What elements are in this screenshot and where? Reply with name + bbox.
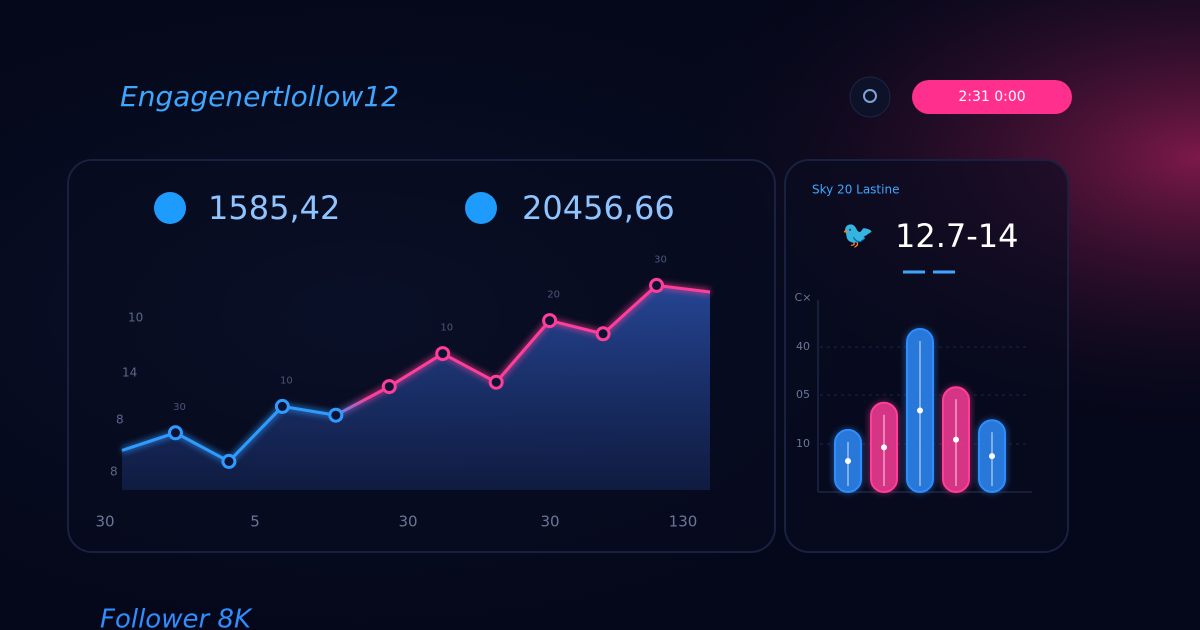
- point: [328, 407, 344, 423]
- point: [595, 326, 611, 342]
- point: [542, 313, 558, 329]
- stat-icon: [154, 192, 186, 224]
- line: [121, 283, 711, 464]
- y-label: C×: [795, 291, 812, 304]
- bar-dot: [845, 457, 851, 464]
- footer: Follower 8K: [100, 605, 253, 630]
- point: [274, 398, 290, 414]
- x-label: 30: [95, 513, 114, 531]
- stat-icon: [465, 192, 497, 224]
- y-label: 10: [128, 311, 143, 325]
- stat-value: 1585,42: [208, 189, 340, 227]
- y-label: 8: [110, 465, 118, 479]
- point-label: 10: [440, 323, 453, 334]
- x-label: 130: [669, 513, 698, 531]
- y-label: 14: [122, 366, 137, 380]
- point: [167, 425, 183, 441]
- twitter-icon: 🐦: [842, 221, 874, 251]
- icon-button[interactable]: [849, 76, 891, 118]
- icon: [863, 89, 877, 103]
- point-label: 30: [654, 254, 667, 265]
- y-label: 40: [796, 340, 810, 353]
- point: [381, 379, 397, 395]
- point-label: 20: [547, 290, 560, 301]
- bar-dot: [953, 436, 959, 443]
- bar-dot: [881, 444, 887, 451]
- bar-dot: [917, 407, 923, 414]
- title: Engagenertlollow12: [120, 80, 399, 113]
- point-label: 30: [173, 402, 186, 413]
- side-subtitle: Sky 20 Lastine: [812, 183, 899, 197]
- point: [435, 346, 451, 362]
- y-label: 10: [796, 437, 810, 450]
- point-label: 10: [280, 375, 293, 386]
- badge[interactable]: [912, 80, 1072, 114]
- y-label: 05: [796, 388, 810, 401]
- bar-dot: [989, 453, 995, 460]
- side-value: 12.7-14: [895, 217, 1019, 255]
- area: [122, 285, 710, 490]
- stat-value: 20456,66: [522, 189, 675, 227]
- point: [649, 277, 665, 293]
- point: [488, 374, 504, 390]
- badge-text: 2:31 0:00: [958, 89, 1025, 105]
- x-label: 5: [250, 513, 260, 531]
- x-label: 30: [398, 513, 417, 531]
- y-label: 8: [116, 413, 124, 427]
- x-label: 30: [540, 513, 559, 531]
- point: [221, 453, 237, 469]
